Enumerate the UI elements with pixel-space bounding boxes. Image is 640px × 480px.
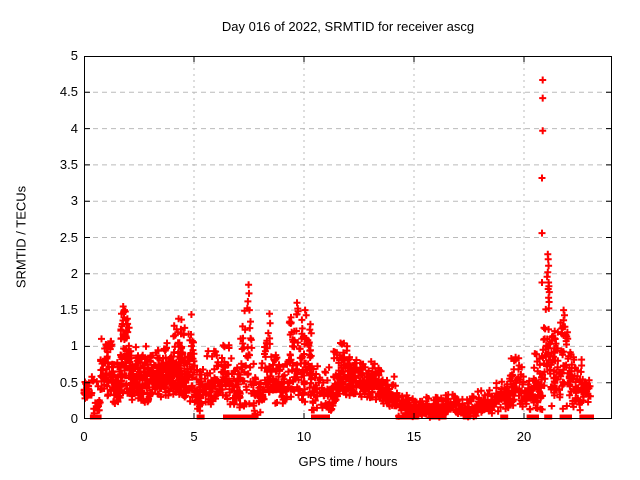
x-tick-label: 10 <box>296 429 312 444</box>
y-tick-label: 1.5 <box>59 302 78 318</box>
outlier-points <box>119 76 569 365</box>
y-tick-label: 3 <box>70 193 78 209</box>
y-tick-label: 3.5 <box>59 156 78 172</box>
y-tick-label: 2.5 <box>59 229 78 245</box>
x-axis-label: GPS time / hours <box>298 454 398 469</box>
x-tick-label: 5 <box>190 429 198 444</box>
y-tick-label: 0.5 <box>59 374 78 390</box>
chart-title: Day 016 of 2022, SRMTID for receiver asc… <box>221 19 475 34</box>
y-tick-label: 4 <box>70 120 78 136</box>
axis-ticks <box>84 56 612 419</box>
x-tick-label: 15 <box>406 429 422 444</box>
x-tick-label: 0 <box>80 429 88 444</box>
y-axis-label: SRMTID / TECUs <box>13 185 29 289</box>
y-tick-label: 5 <box>70 48 78 63</box>
plot-area <box>80 56 612 421</box>
y-tick-label: 1 <box>70 338 78 354</box>
y-tick-label: 0 <box>70 411 78 426</box>
data-points <box>80 282 594 421</box>
y-tick-label: 2 <box>70 265 78 281</box>
x-tick-label: 20 <box>516 429 532 444</box>
y-tick-label: 4.5 <box>59 84 78 100</box>
scatter-canvas <box>80 56 612 421</box>
